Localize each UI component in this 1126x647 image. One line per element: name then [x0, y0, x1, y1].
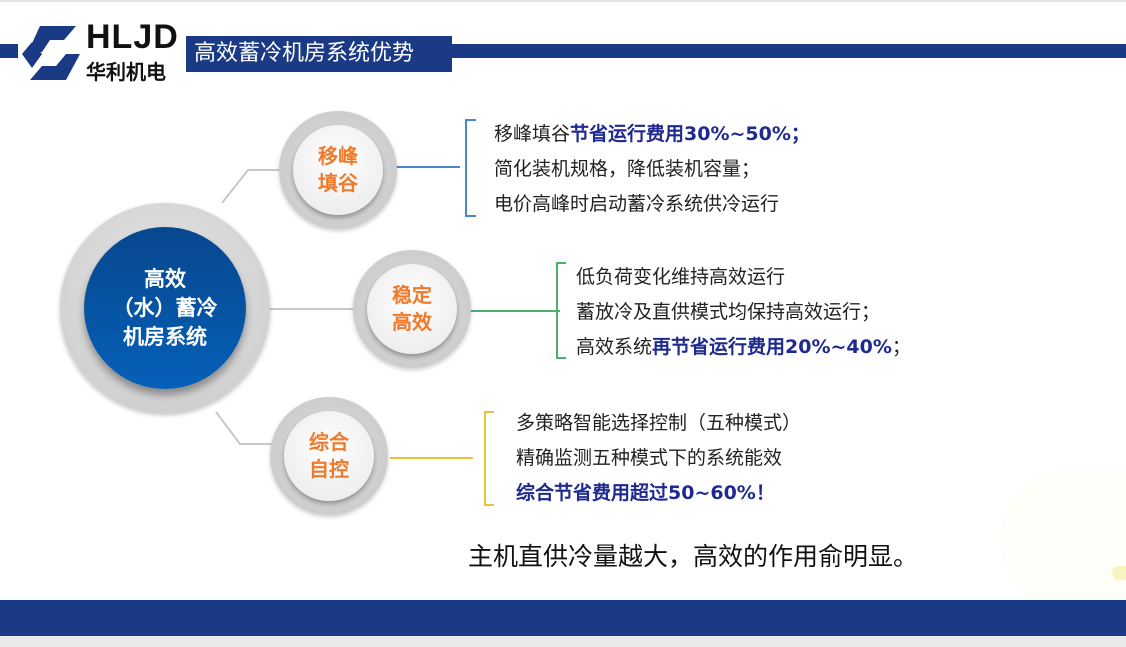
item-tail: ；: [891, 336, 911, 358]
node-label: 高效: [392, 310, 432, 334]
list-item: 移峰填谷节省运行费用30%~50%；: [494, 117, 810, 152]
footer-bar: [0, 600, 1126, 636]
list-item: 精确监测五种模式下的系统能效: [516, 447, 783, 469]
list-item: 电价高峰时启动蓄冷系统供冷运行: [494, 193, 780, 215]
item-text: 高效系统: [576, 336, 653, 358]
page-title: 高效蓄冷机房系统优势: [186, 36, 452, 72]
list-item: 简化装机规格，降低装机容量；: [494, 158, 761, 180]
center-line: 机房系统: [123, 324, 207, 349]
list-item: 综合节省费用超过50~60%！: [516, 476, 801, 511]
node-label: 填谷: [318, 171, 358, 195]
summary-note: 主机直供冷量越大，高效的作用俞明显。: [468, 542, 919, 571]
decorative-dot: [1112, 566, 1126, 580]
node-peak-shift: 移峰 填谷: [279, 111, 397, 229]
decorative-glow: [1000, 470, 1126, 610]
logo: HLJD 华利机电: [18, 18, 188, 84]
node-label: 自控: [309, 457, 349, 481]
list-item: 多策略智能选择控制（五种模式）: [516, 412, 802, 434]
item-highlight: 再节省运行费用20%~40%: [652, 336, 892, 358]
node-auto-control: 综合 自控: [270, 397, 388, 515]
list-item: 低负荷变化维持高效运行: [576, 266, 786, 288]
center-line: （水）蓄冷: [112, 295, 218, 320]
logo-mark-icon: [22, 26, 80, 80]
footer-strip: [0, 636, 1126, 647]
node-stable-efficient: 稳定 高效: [353, 250, 471, 368]
center-circle: 高效 （水）蓄冷 机房系统: [60, 203, 270, 413]
auto-control-list: 多策略智能选择控制（五种模式） 精确监测五种模式下的系统能效 综合节省费用超过5…: [516, 406, 801, 511]
node-label: 移峰: [318, 144, 358, 168]
top-border: [0, 0, 1126, 2]
stable-efficient-list: 低负荷变化维持高效运行 蓄放冷及直供模式均保持高效运行； 高效系统再节省运行费用…: [576, 260, 911, 365]
node-label: 稳定: [392, 283, 432, 307]
center-line: 高效: [144, 266, 186, 291]
item-highlight: 节省运行费用30%~50%；: [570, 123, 810, 145]
list-item: 高效系统再节省运行费用20%~40%；: [576, 330, 911, 365]
peak-shift-list: 移峰填谷节省运行费用30%~50%； 简化装机规格，降低装机容量； 电价高峰时启…: [494, 117, 810, 222]
item-text: 移峰填谷: [494, 123, 571, 145]
logo-text-cn: 华利机电: [86, 60, 166, 84]
item-highlight: 综合节省费用超过50~60%！: [516, 482, 775, 504]
list-item: 蓄放冷及直供模式均保持高效运行；: [576, 301, 881, 323]
node-label: 综合: [309, 430, 349, 454]
logo-text-en: HLJD: [86, 18, 179, 56]
